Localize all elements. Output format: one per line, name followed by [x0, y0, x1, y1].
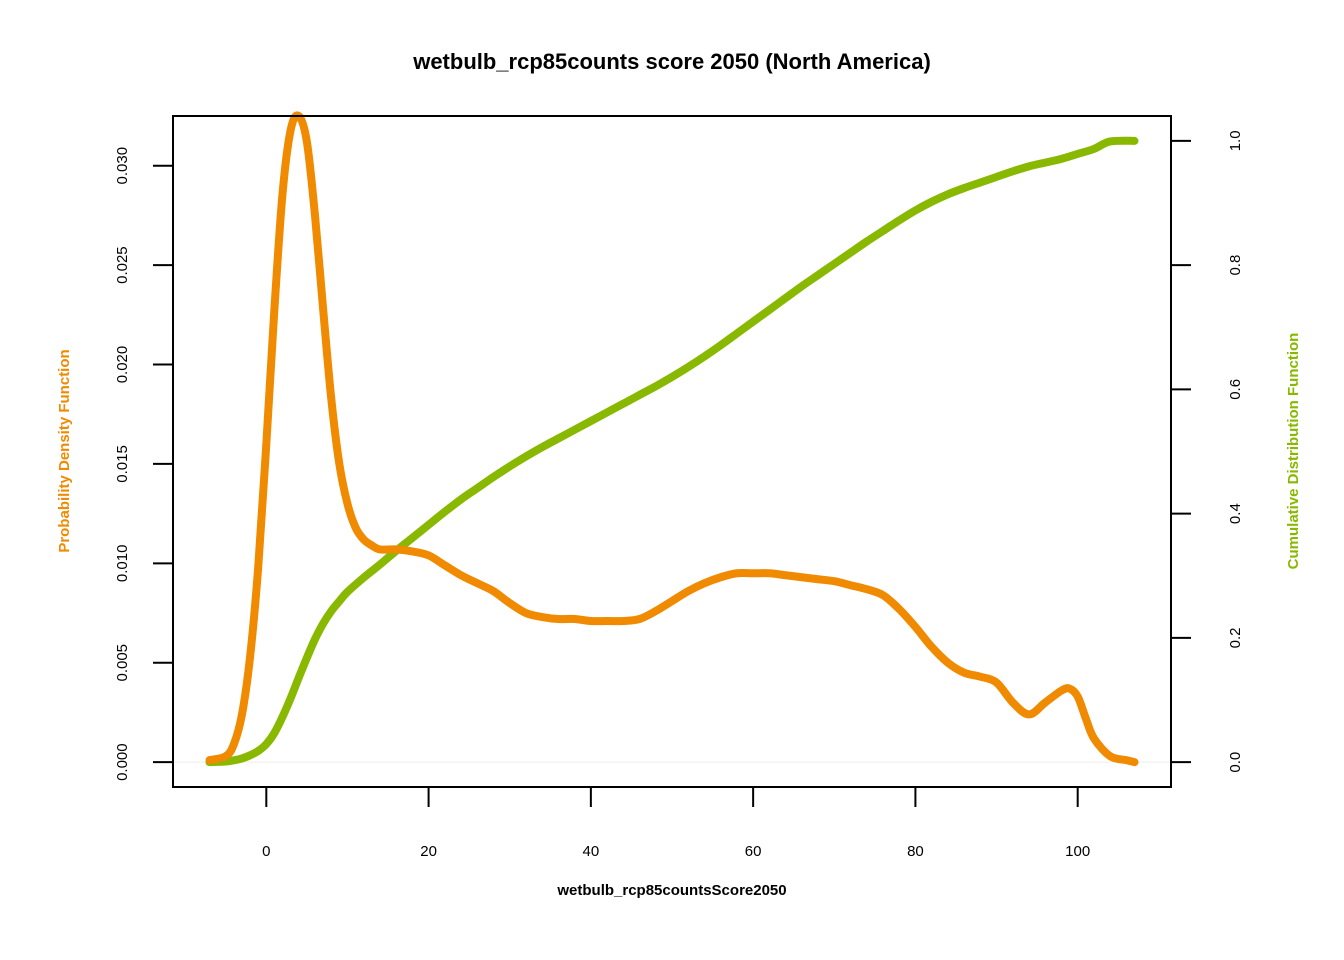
plot-series	[205, 111, 1139, 767]
x-tick-label: 100	[1065, 843, 1090, 860]
y-axis-right-label: Cumulative Distribution Function	[1285, 333, 1302, 570]
y-axis-left-label: Probability Density Function	[56, 349, 73, 552]
y-left-tick-label: 0.020	[114, 346, 131, 384]
y-left-tick-label: 0.025	[114, 246, 131, 284]
y-left-tick-label: 0.000	[114, 743, 131, 781]
y-right-tick-label: 0.0	[1227, 752, 1244, 773]
x-axis-label: wetbulb_rcp85countsScore2050	[556, 882, 786, 899]
x-tick-label: 40	[583, 843, 600, 860]
x-tick-label: 60	[745, 843, 762, 860]
pdf-series-line	[205, 111, 1139, 767]
cdf-series-line	[205, 136, 1139, 767]
y-left-tick-label: 0.010	[114, 545, 131, 583]
y-right-tick-label: 1.0	[1227, 130, 1244, 151]
y-right-tick-label: 0.8	[1227, 255, 1244, 276]
y-right-tick-label: 0.2	[1227, 627, 1244, 648]
y-right-tick-label: 0.6	[1227, 379, 1244, 400]
y-right-tick-label: 0.4	[1227, 503, 1244, 524]
y-left-tick-label: 0.015	[114, 445, 131, 483]
y-axis-left: 0.000 0.005 0.010 0.015 0.020 0.025 0.030	[114, 147, 174, 781]
x-tick-label: 20	[420, 843, 437, 860]
x-tick-label: 80	[907, 843, 924, 860]
y-axis-right: 0.0 0.2 0.4 0.6 0.8 1.0	[1170, 130, 1244, 773]
chart-title: wetbulb_rcp85counts score 2050 (North Am…	[412, 49, 931, 74]
y-left-tick-label: 0.030	[114, 147, 131, 185]
plot-frame	[172, 115, 1172, 788]
x-axis: 0 20 40 60 80 100	[262, 786, 1090, 860]
x-tick-label: 0	[262, 843, 270, 860]
y-left-tick-label: 0.005	[114, 644, 131, 682]
